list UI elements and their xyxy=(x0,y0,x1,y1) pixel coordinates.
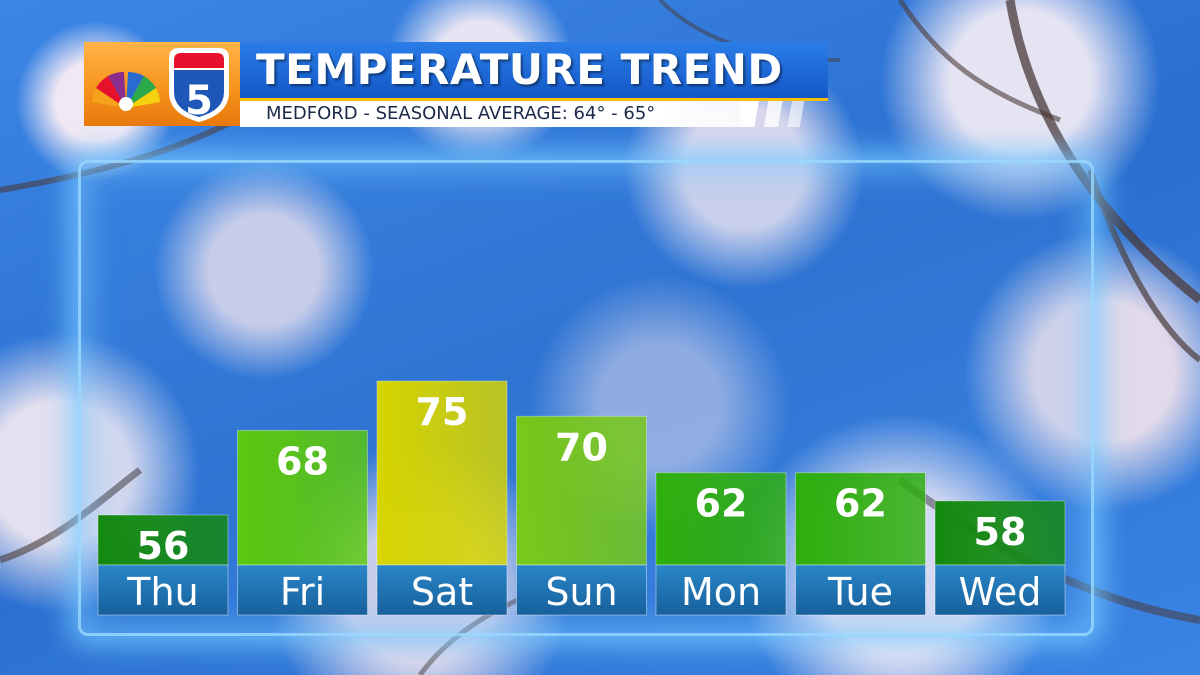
day-label-box-sat xyxy=(376,564,508,616)
bar-sat xyxy=(376,380,508,566)
bar-value-wed: 58 xyxy=(974,510,1027,554)
channel-number: 5 xyxy=(185,78,213,124)
bar-sun xyxy=(516,415,647,566)
day-label-box-sun xyxy=(516,564,647,616)
bar-value-mon: 62 xyxy=(695,482,748,526)
day-label-fri: Fri xyxy=(280,570,325,614)
subtitle-stripes-decoration xyxy=(740,101,830,127)
bar-value-fri: 68 xyxy=(276,439,329,483)
day-label-wed: Wed xyxy=(959,570,1042,614)
day-label-sun: Sun xyxy=(545,570,617,614)
day-label-box-fri xyxy=(237,564,368,616)
day-label-mon: Mon xyxy=(681,570,761,614)
day-label-box-tue xyxy=(795,564,926,616)
bar-mon xyxy=(655,472,787,566)
page-title: TEMPERATURE TREND xyxy=(256,45,783,94)
day-label-sat: Sat xyxy=(411,570,473,614)
day-label-box-wed xyxy=(934,564,1066,616)
day-label-box-mon xyxy=(655,564,787,616)
peacock-logo-icon: 5 xyxy=(92,48,229,124)
page-subtitle: MEDFORD - SEASONAL AVERAGE: 64° - 65° xyxy=(266,103,656,124)
bar-tue xyxy=(795,472,926,566)
day-label-box-thu xyxy=(97,564,229,616)
bar-thu xyxy=(97,514,229,566)
bar-value-thu: 56 xyxy=(137,524,190,568)
bar-value-sat: 75 xyxy=(416,390,469,434)
bar-value-tue: 62 xyxy=(834,482,887,526)
day-label-tue: Tue xyxy=(827,570,893,614)
bar-wed xyxy=(934,500,1066,566)
title-bar: TEMPERATURE TREND xyxy=(240,42,828,101)
station-logo: 5 xyxy=(84,42,240,126)
bar-fri xyxy=(237,429,368,566)
day-label-thu: Thu xyxy=(126,570,198,614)
subtitle-bar: MEDFORD - SEASONAL AVERAGE: 64° - 65° xyxy=(240,101,740,127)
bar-value-sun: 70 xyxy=(555,425,608,469)
